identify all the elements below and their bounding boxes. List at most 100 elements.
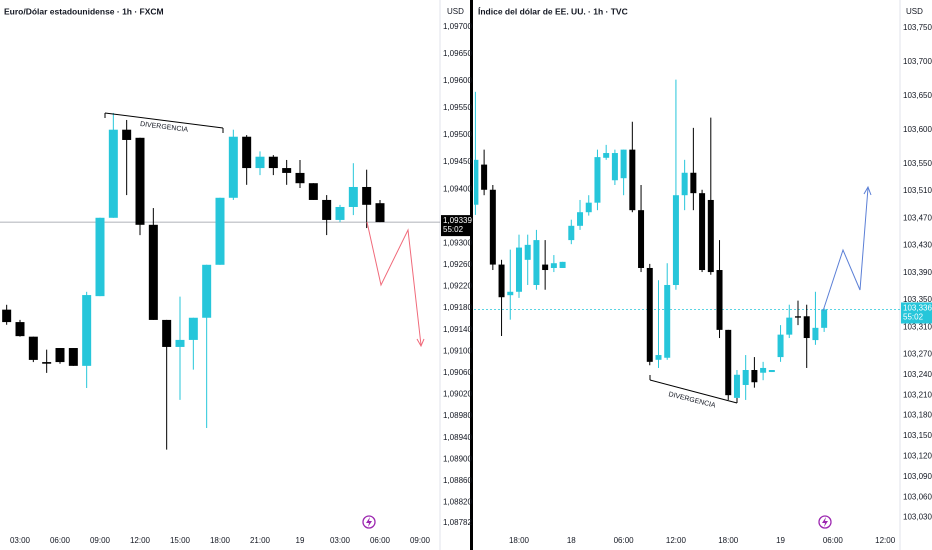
candle-body bbox=[295, 172, 305, 184]
y-tick-label: 1,09450 bbox=[443, 157, 472, 166]
candle-body bbox=[2, 309, 12, 323]
price-label: 1,09339 bbox=[443, 216, 472, 225]
candle-body bbox=[821, 309, 828, 328]
candle-body bbox=[68, 348, 78, 366]
y-tick-label: 103,270 bbox=[903, 349, 932, 358]
candle-body bbox=[202, 264, 212, 318]
y-tick-label: 103,060 bbox=[903, 492, 932, 501]
candle-body bbox=[568, 225, 575, 241]
trend-line bbox=[104, 112, 224, 129]
x-tick-label: 03:00 bbox=[10, 536, 31, 545]
candle-body bbox=[803, 316, 810, 339]
y-tick-label: 1,09020 bbox=[443, 390, 472, 399]
candle-body bbox=[585, 202, 592, 213]
candle-body bbox=[55, 348, 65, 363]
candle-body bbox=[95, 217, 105, 297]
candle-body bbox=[742, 370, 749, 385]
candle-body bbox=[481, 164, 488, 190]
event-icon-bolt bbox=[822, 517, 828, 527]
arrow-head bbox=[863, 185, 872, 196]
y-tick-label: 103,550 bbox=[903, 159, 932, 168]
x-tick-label: 12:00 bbox=[130, 536, 151, 545]
price-label-box bbox=[901, 302, 932, 324]
y-tick-label: 1,09650 bbox=[443, 49, 472, 58]
event-icon[interactable] bbox=[818, 515, 832, 529]
y-tick-label: 1,09220 bbox=[443, 282, 472, 291]
candle-body bbox=[188, 317, 198, 340]
y-tick-label: 103,470 bbox=[903, 213, 932, 222]
candle-body bbox=[308, 183, 318, 200]
y-tick-label: 103,150 bbox=[903, 431, 932, 440]
x-tick-label: 15:00 bbox=[170, 536, 191, 545]
y-tick-label: 103,600 bbox=[903, 125, 932, 134]
candle-body bbox=[215, 197, 225, 265]
candle-body bbox=[603, 153, 610, 158]
y-tick-label: 103,750 bbox=[903, 23, 932, 32]
candle-body bbox=[148, 224, 158, 320]
y-tick-label: 103,090 bbox=[903, 472, 932, 481]
plot-area bbox=[474, 79, 900, 400]
y-tick-label: 103,650 bbox=[903, 91, 932, 100]
projection-arrow bbox=[822, 187, 869, 312]
candle-body bbox=[725, 329, 732, 396]
currency-label: USD bbox=[447, 7, 464, 16]
candle-body bbox=[559, 261, 566, 268]
candle-body bbox=[515, 247, 522, 292]
candle-body bbox=[122, 129, 132, 140]
candle-body bbox=[577, 212, 584, 226]
y-tick-label: 103,030 bbox=[903, 513, 932, 522]
candle-body bbox=[542, 264, 549, 271]
y-tick-label: 1,08860 bbox=[443, 476, 472, 485]
y-tick-label: 103,310 bbox=[903, 322, 932, 331]
candle-body bbox=[228, 136, 238, 198]
candle-body bbox=[474, 159, 479, 205]
y-tick-label: 1,09600 bbox=[443, 76, 472, 85]
price-label-box bbox=[441, 215, 470, 237]
y-tick-label: 103,210 bbox=[903, 390, 932, 399]
x-tick-label: 09:00 bbox=[90, 536, 111, 545]
chart-title: Euro/Dólar estadounidense · 1h · FXCM bbox=[4, 6, 164, 16]
candle-body bbox=[242, 136, 252, 169]
y-tick-label: 103,240 bbox=[903, 370, 932, 379]
plot-area bbox=[0, 112, 440, 450]
event-icon-bolt bbox=[366, 517, 372, 527]
y-tick-label: 103,700 bbox=[903, 57, 932, 66]
candle-body bbox=[362, 186, 372, 205]
y-tick-label: 1,09100 bbox=[443, 346, 472, 355]
candle-body bbox=[507, 291, 514, 296]
candle-body bbox=[751, 370, 758, 383]
candle-body bbox=[489, 189, 496, 265]
candle-body bbox=[322, 199, 332, 220]
candle-body bbox=[135, 137, 145, 225]
x-tick-label: 18 bbox=[567, 536, 576, 545]
event-icon[interactable] bbox=[362, 515, 376, 529]
candle-body bbox=[655, 355, 662, 360]
currency-label: USD bbox=[906, 7, 923, 16]
x-tick-label: 12:00 bbox=[875, 536, 896, 545]
y-tick-label: 1,09500 bbox=[443, 130, 472, 139]
candle-body bbox=[533, 240, 540, 285]
x-tick-label: 09:00 bbox=[410, 536, 431, 545]
candle-body bbox=[681, 172, 688, 196]
candle-body bbox=[550, 263, 557, 268]
candle-body bbox=[108, 129, 118, 218]
candle-body bbox=[786, 317, 793, 335]
candle-body bbox=[777, 334, 784, 358]
arrow-head bbox=[416, 338, 425, 348]
candle-body bbox=[638, 210, 645, 268]
y-tick-label: 103,510 bbox=[903, 186, 932, 195]
x-tick-label: 03:00 bbox=[330, 536, 351, 545]
y-tick-label: 1,08940 bbox=[443, 433, 472, 442]
projection-arrow bbox=[366, 221, 422, 346]
candle-body bbox=[664, 284, 671, 358]
candle-body bbox=[760, 367, 767, 373]
price-label: 103,336 bbox=[903, 304, 932, 313]
y-tick-label: 1,09060 bbox=[443, 368, 472, 377]
candle-body bbox=[162, 319, 172, 347]
candle-body bbox=[42, 362, 52, 364]
x-tick-label: 18:00 bbox=[718, 536, 739, 545]
y-tick-label: 1,09260 bbox=[443, 260, 472, 269]
candle-body bbox=[335, 206, 345, 220]
candle-body bbox=[268, 156, 278, 169]
candle-body bbox=[699, 193, 706, 271]
